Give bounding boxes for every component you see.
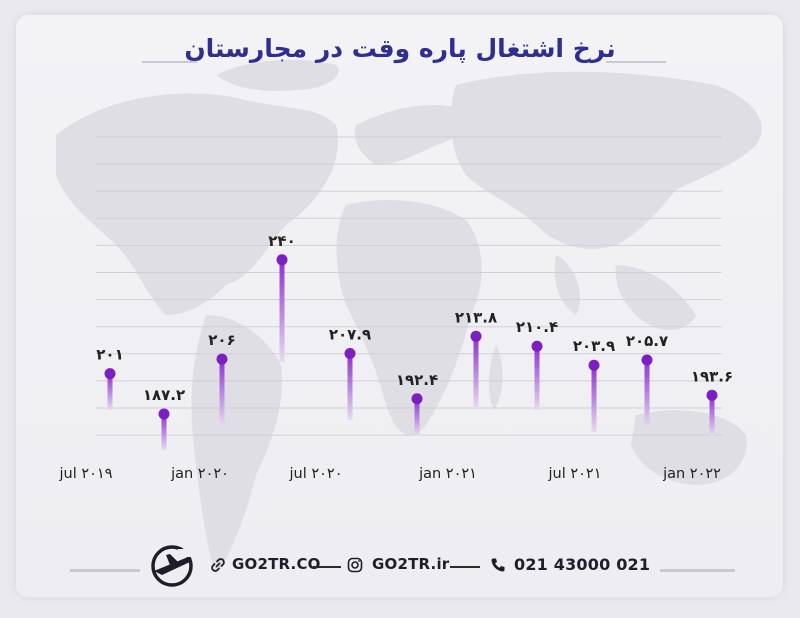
data-point xyxy=(588,359,600,371)
phone-icon xyxy=(491,558,505,572)
data-label: ۲۱۳.۸ xyxy=(455,308,497,326)
go2tr-logo-icon xyxy=(151,545,194,587)
stem xyxy=(107,373,113,410)
chart-title: نرخ اشتغال پاره وقت در مجارستان xyxy=(184,34,616,63)
data-label: ۲۰۳.۹ xyxy=(573,337,615,355)
data-point xyxy=(470,330,482,342)
x-tick-label: jul ۲۰۲۱ xyxy=(547,466,601,482)
data-point xyxy=(276,254,288,266)
footer-separator-1 xyxy=(313,566,341,568)
x-tick-label: jan ۲۰۲۲ xyxy=(662,466,721,482)
data-label: ۲۰۱ xyxy=(96,346,123,364)
stem xyxy=(473,336,479,408)
data-point xyxy=(641,354,653,366)
data-point xyxy=(411,393,423,405)
instagram-icon xyxy=(347,557,363,573)
data-label: ۲۰۶ xyxy=(208,331,235,349)
stem xyxy=(709,395,715,436)
stem xyxy=(279,259,285,362)
data-label: ۲۱۰.۴ xyxy=(516,318,558,336)
x-tick-label: jan ۲۰۲۱ xyxy=(418,466,477,482)
data-label: ۱۹۲.۴ xyxy=(396,371,438,389)
data-label: ۲۰۵.۷ xyxy=(626,332,668,350)
data-point xyxy=(531,340,543,352)
world-map-background xyxy=(56,59,762,575)
chart-card xyxy=(16,15,783,597)
stem xyxy=(219,359,225,426)
data-point xyxy=(216,353,228,365)
footer-separator-2 xyxy=(450,566,480,568)
data-labels: ۲۰۱ ۱۸۷.۲ ۲۰۶ ۲۴۰ ۲۰۷.۹ ۱۹۲.۴ ۲۱۳.۸ ۲۱۰.۴ ۲۰۳.۹ ۲… xyxy=(96,232,733,404)
data-label: ۲۰۷.۹ xyxy=(329,326,371,344)
x-tick-label: jul ۲۰۲۰ xyxy=(288,466,342,482)
footer-rule-right xyxy=(660,569,735,572)
footer-phone[interactable]: 021 43000 021 xyxy=(514,555,651,574)
stems xyxy=(107,259,715,450)
x-axis-ticks: jul ۲۰۱۹ jan ۲۰۲۰ jul ۲۰۲۰ jan ۲۰۲۱ jul ۲۰۲۱… xyxy=(58,466,721,482)
data-label: ۱۹۳.۶ xyxy=(691,367,733,385)
title-rule-left xyxy=(142,61,197,63)
x-tick-label: jan ۲۰۲۰ xyxy=(170,466,229,482)
stem xyxy=(534,346,540,410)
stem xyxy=(591,365,597,432)
data-point xyxy=(104,368,116,380)
data-label: ۱۸۷.۲ xyxy=(143,386,185,404)
stem xyxy=(347,353,353,420)
data-label: ۲۴۰ xyxy=(268,232,295,250)
x-tick-label: jul ۲۰۱۹ xyxy=(58,466,112,482)
link-icon xyxy=(211,558,225,572)
data-point xyxy=(344,348,356,360)
data-point xyxy=(706,389,718,401)
title-rule-right xyxy=(606,61,666,63)
footer-rule-left xyxy=(70,569,140,572)
footer-site-co[interactable]: GO2TR.CO xyxy=(232,555,321,573)
data-point xyxy=(158,408,170,420)
footer-site-ir[interactable]: GO2TR.ir xyxy=(372,555,450,573)
data-points xyxy=(104,254,718,420)
gridlines xyxy=(96,136,722,436)
stem xyxy=(414,398,420,436)
stem xyxy=(644,359,650,428)
stem xyxy=(161,413,167,450)
